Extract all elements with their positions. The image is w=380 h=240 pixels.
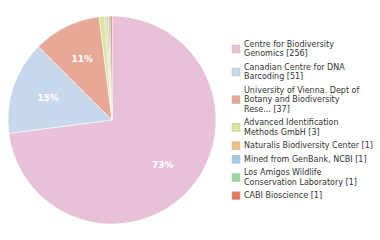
legend-label: CABI Bioscience [1] — [244, 191, 322, 200]
legend-label-line: Botany and Biodiversity — [244, 95, 340, 104]
data-label: 73% — [152, 160, 174, 170]
slice — [107, 16, 112, 120]
legend-label-line: Conservation Laboratory [1] — [244, 178, 357, 187]
legend-label-line: Naturalis Biodiversity Center [1] — [244, 141, 373, 150]
legend-item: University of Vienna. Dept ofBotany and … — [232, 86, 359, 114]
slice — [38, 17, 112, 120]
legend-swatch — [232, 192, 240, 200]
slice — [110, 16, 112, 120]
legend-label-line: Advanced Identification — [244, 118, 339, 127]
legend-label: Los Amigos WildlifeConservation Laborato… — [244, 168, 357, 187]
legend-label-line: Rese... [37] — [244, 105, 290, 114]
legend-label-line: CABI Bioscience [1] — [244, 191, 322, 200]
legend-label-line: University of Vienna. Dept of — [244, 86, 359, 95]
legend-item: Mined from GenBank, NCBI [1] — [232, 155, 367, 164]
data-label: 15% — [37, 93, 59, 103]
legend-item: Canadian Centre for DNABarcoding [51] — [232, 63, 345, 82]
legend-label: Naturalis Biodiversity Center [1] — [244, 141, 373, 150]
legend-label: Centre for BiodiversityGenomics [256] — [244, 40, 334, 59]
legend-label: Advanced IdentificationMethods GmbH [3] — [244, 118, 339, 137]
legend-label-line: Methods GmbH [3] — [244, 128, 320, 137]
slice — [105, 16, 112, 120]
legend-label-line: Canadian Centre for DNA — [244, 63, 345, 72]
data-labels: 73% 15% 11% — [37, 54, 173, 169]
legend-swatch — [232, 68, 240, 76]
legend-item: Advanced IdentificationMethods GmbH [3] — [232, 118, 339, 137]
legend-item: Centre for BiodiversityGenomics [256] — [232, 40, 334, 59]
slice — [9, 16, 216, 224]
slice — [99, 16, 112, 120]
legend-label-line: Barcoding [51] — [244, 72, 303, 81]
legend-swatch — [232, 155, 240, 163]
legend-item: Naturalis Biodiversity Center [1] — [232, 141, 373, 150]
legend-label-line: Genomics [256] — [244, 49, 308, 58]
legend-label-line: Mined from GenBank, NCBI [1] — [244, 155, 367, 164]
data-label: 11% — [72, 54, 94, 64]
legend-label: University of Vienna. Dept ofBotany and … — [244, 86, 359, 114]
legend-item: Los Amigos WildlifeConservation Laborato… — [232, 168, 357, 187]
pie — [8, 16, 216, 224]
legend-label: Canadian Centre for DNABarcoding [51] — [244, 63, 345, 82]
slice — [108, 16, 112, 120]
legend-swatch — [232, 124, 240, 132]
legend-swatch — [232, 45, 240, 53]
legend-label: Mined from GenBank, NCBI [1] — [244, 155, 367, 164]
legend-label-line: Los Amigos Wildlife — [244, 168, 322, 177]
legend-swatch — [232, 174, 240, 182]
legend-swatch — [232, 142, 240, 150]
legend-item: CABI Bioscience [1] — [232, 191, 322, 200]
chart: 73% 15% 11% Centre for BiodiversityGenomics… — [0, 0, 380, 240]
legend-label-line: Centre for Biodiversity — [244, 40, 334, 49]
legend: Centre for BiodiversityGenomics [256] Can… — [232, 40, 373, 201]
legend-swatch — [232, 96, 240, 104]
